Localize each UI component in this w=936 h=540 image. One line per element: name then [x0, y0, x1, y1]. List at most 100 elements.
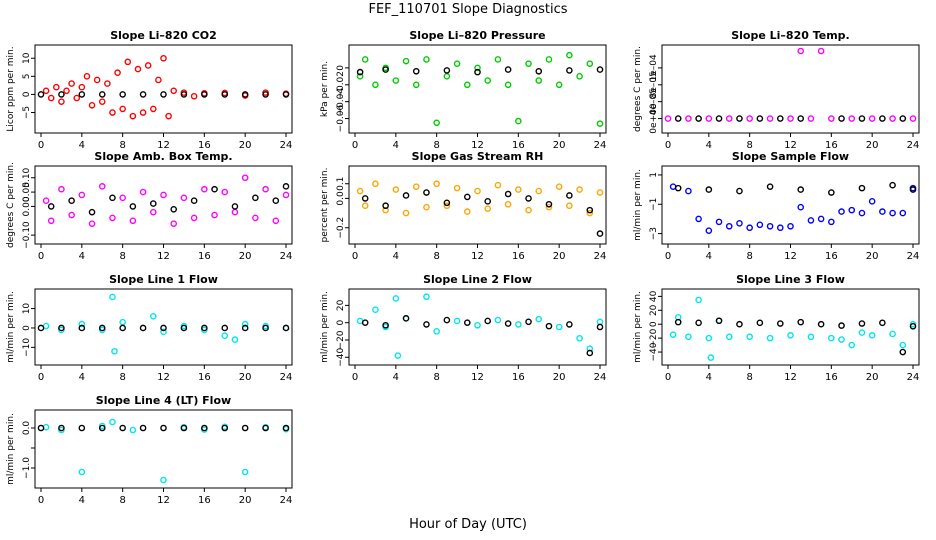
data-point — [463, 81, 471, 89]
x-tick-label: 12 — [157, 372, 170, 383]
data-point — [361, 195, 369, 202]
data-point — [119, 194, 126, 202]
x-tick-label: 24 — [907, 251, 920, 262]
x-tick-label: 12 — [471, 251, 484, 262]
data-point — [180, 91, 188, 98]
x-tick-label: 0 — [665, 140, 671, 151]
y-tick-label: 0.10 — [22, 167, 32, 187]
data-point — [68, 211, 75, 219]
data-point — [180, 424, 188, 432]
data-point — [423, 203, 430, 211]
data-point — [68, 197, 75, 204]
y-tick-label: 10 — [22, 303, 32, 315]
y-tick-label: 4e–05 — [649, 88, 659, 115]
y-axis-label: ml/min per min. — [6, 291, 16, 363]
data-point — [555, 81, 563, 89]
data-point — [756, 319, 764, 327]
data-point — [664, 115, 672, 122]
y-axis-label: ml/min per min. — [320, 291, 330, 363]
data-point — [402, 209, 410, 217]
data-point — [766, 115, 774, 122]
plot-frame — [34, 409, 293, 489]
data-point — [525, 206, 532, 214]
data-point — [160, 476, 167, 484]
data-point — [695, 115, 702, 122]
data-point — [868, 332, 876, 339]
data-point — [394, 352, 402, 359]
data-point — [879, 208, 886, 215]
data-point — [899, 348, 907, 356]
data-point — [787, 332, 794, 339]
x-tick-label: 4 — [79, 140, 85, 151]
data-point — [114, 69, 121, 77]
y-tick-label: 0.05 — [22, 182, 32, 202]
x-tick-label: 12 — [157, 495, 170, 506]
plot-frame — [348, 44, 607, 134]
data-point — [484, 205, 492, 212]
y-tick-label: 0 — [336, 320, 346, 326]
y-tick-label: 40 — [649, 290, 659, 302]
data-point — [525, 60, 532, 67]
data-point — [47, 203, 55, 210]
data-point — [119, 424, 126, 432]
y-axis-label: degrees C per min. — [6, 162, 16, 248]
data-point — [241, 424, 249, 432]
data-point — [746, 333, 753, 341]
data-point — [129, 217, 137, 225]
x-tick-label: 20 — [239, 140, 252, 151]
data-point — [190, 197, 198, 204]
data-point — [889, 181, 896, 189]
x-tick-label: 8 — [119, 140, 125, 151]
x-tick-label: 16 — [198, 372, 211, 383]
data-point — [858, 209, 866, 217]
x-axis-label: Hour of Day (UTC) — [409, 517, 527, 532]
data-point — [372, 306, 379, 314]
y-tick-label: 10 — [22, 52, 32, 64]
data-point — [889, 330, 896, 338]
data-point — [433, 180, 440, 188]
x-tick-label: 0 — [352, 372, 358, 383]
data-point — [433, 328, 440, 335]
plot-title: Slope Line 4 (LT) Flow — [96, 394, 231, 407]
data-point — [889, 115, 896, 122]
data-point — [109, 418, 116, 426]
plot-title: Slope Sample Flow — [732, 150, 849, 163]
data-point — [807, 115, 815, 122]
data-point — [576, 73, 583, 80]
data-point — [170, 87, 178, 95]
data-point — [412, 81, 420, 89]
data-point — [453, 317, 461, 325]
data-point — [201, 91, 208, 98]
plot-title: Slope Li–820 CO2 — [110, 29, 217, 42]
data-point — [392, 295, 400, 302]
data-point — [695, 319, 702, 327]
x-tick-label: 16 — [512, 251, 525, 262]
y-axis-label: percent per min. — [320, 168, 330, 243]
y-tick-label: 0 — [22, 325, 32, 331]
x-tick-label: 4 — [79, 495, 85, 506]
data-point — [566, 192, 573, 199]
data-point — [899, 115, 907, 122]
data-point — [443, 316, 451, 324]
y-tick-label: −1 — [649, 198, 659, 211]
data-point — [586, 345, 594, 352]
data-point — [47, 94, 55, 102]
data-point — [868, 198, 876, 205]
data-point — [787, 222, 794, 230]
data-point — [78, 324, 86, 332]
data-point — [685, 187, 692, 195]
data-point — [889, 209, 896, 217]
plot-title: Slope Li–820 Pressure — [409, 29, 545, 42]
data-point — [838, 336, 845, 343]
data-point — [180, 194, 188, 202]
data-point — [58, 98, 65, 105]
data-point — [453, 184, 461, 192]
data-point — [109, 293, 116, 301]
data-point — [756, 221, 764, 229]
data-point — [756, 115, 764, 122]
data-point — [98, 183, 106, 190]
x-tick-label: 24 — [280, 251, 293, 262]
data-point — [586, 60, 594, 67]
y-tick-label: 8e–05 — [649, 71, 659, 98]
plot-title: Slope Line 2 Flow — [423, 273, 532, 286]
